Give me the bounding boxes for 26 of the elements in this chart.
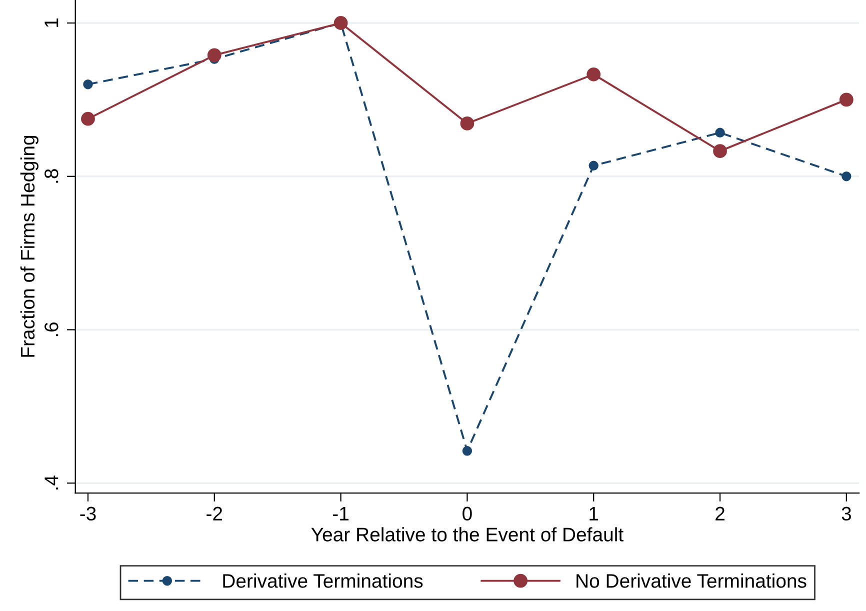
point <box>839 92 854 107</box>
point <box>588 160 598 170</box>
x-tick-label: -1 <box>333 506 348 520</box>
y-tick-label: 1 <box>44 18 58 27</box>
y-tick-label: .4 <box>44 476 58 490</box>
point <box>713 144 727 158</box>
y-tick-label: .6 <box>44 322 58 336</box>
y-axis-title: Fraction of Firms Hedging <box>20 136 38 357</box>
x-tick-label: -2 <box>206 506 222 520</box>
x-tick-label: 3 <box>842 506 851 521</box>
x-tick-label: -3 <box>80 506 96 521</box>
point <box>81 112 95 126</box>
point <box>460 116 474 130</box>
x-axis-title: Year Relative to the Event of Default <box>311 527 624 542</box>
x-tick-label: 2 <box>716 506 724 520</box>
x-tick-label: 1 <box>590 506 598 520</box>
point <box>586 67 601 82</box>
point <box>715 128 725 138</box>
x-tick-label: 0 <box>462 506 472 521</box>
point <box>842 172 852 182</box>
point <box>207 48 222 62</box>
legend-label: Derivative Terminations <box>223 574 423 588</box>
y-tick-label: .8 <box>44 169 58 183</box>
point <box>83 79 93 90</box>
legend-label: No Derivative Terminations <box>576 574 806 588</box>
point <box>462 446 472 456</box>
